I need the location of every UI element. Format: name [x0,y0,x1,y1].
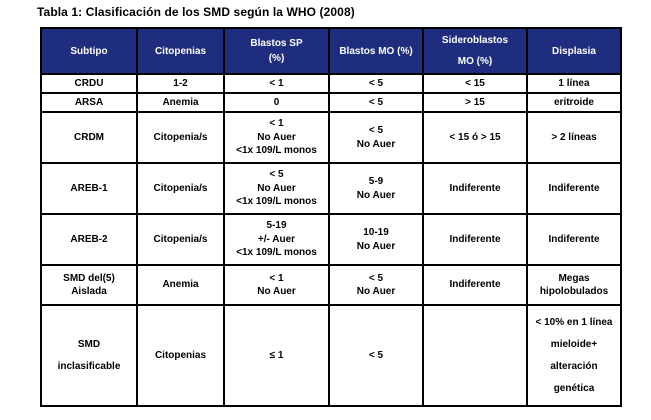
table-cell: Megas hipolobulados [526,264,622,306]
table-cell: < 5 [328,92,424,113]
table-cell: < 1 [223,73,330,94]
table-cell: 0 [223,92,330,113]
table-row: CRDM Citopenia/s < 1 No Auer <1x 109/L mon… [40,111,622,164]
table-cell: Indiferente [526,162,622,215]
table-cell [422,304,528,407]
table-row: SMD inclasificable Citopenias ≤ 1 < 5 < 10% … [40,304,622,407]
table-cell: 5-19 +/- Auer <1x 109/L monos [223,213,330,266]
table-cell: Indiferente [422,213,528,266]
table-cell: Indiferente [526,213,622,266]
table-cell: < 10% en 1 línea mieloide+ alteración ge… [526,304,622,407]
column-header: Displasia [526,27,622,75]
table-cell: < 5 [328,73,424,94]
column-header: Subtipo [40,27,138,75]
table-cell: AREB-2 [40,213,138,266]
table-cell: < 1 No Auer [223,264,330,306]
table-row: SMD del(5) Aislada Anemia < 1 No Auer < 5 N… [40,264,622,306]
table-cell: 10-19 No Auer [328,213,424,266]
table-cell: > 15 [422,92,528,113]
table-row: CRDU 1-2 < 1 < 5 < 15 1 línea [40,73,622,94]
table-row: ARSA Anemia 0 < 5 > 15 eritroide [40,92,622,113]
table-cell: < 5 No Auer [328,111,424,164]
table-cell: < 5 [328,304,424,407]
table-cell: < 1 No Auer <1x 109/L monos [223,111,330,164]
table-cell: Anemia [136,92,225,113]
header-row: Subtipo Citopenias Blastos SP (%) Blastos M… [40,27,622,75]
table-cell: < 5 No Auer [328,264,424,306]
table-cell: Citopenias [136,304,225,407]
table-cell: 1-2 [136,73,225,94]
column-header: Blastos MO (%) [328,27,424,75]
table-cell: < 5 No Auer <1x 109/L monos [223,162,330,215]
table-cell: AREB-1 [40,162,138,215]
table-cell: Anemia [136,264,225,306]
table-cell: Citopenia/s [136,111,225,164]
table-header: Subtipo Citopenias Blastos SP (%) Blastos M… [40,27,622,75]
table-cell: CRDM [40,111,138,164]
table-cell: 1 línea [526,73,622,94]
table-cell: ARSA [40,92,138,113]
table-row: AREB-2 Citopenia/s 5-19 +/- Auer <1x 109/L… [40,213,622,266]
table-cell: Citopenia/s [136,162,225,215]
table-cell: CRDU [40,73,138,94]
table-cell: Citopenia/s [136,213,225,266]
table-cell: < 15 ó > 15 [422,111,528,164]
table-cell: > 2 líneas [526,111,622,164]
table-cell: eritroide [526,92,622,113]
table-cell: ≤ 1 [223,304,330,407]
table-row: AREB-1 Citopenia/s < 5 No Auer <1x 109/L m… [40,162,622,215]
column-header: Blastos SP (%) [223,27,330,75]
table-cell: 5-9 No Auer [328,162,424,215]
table-caption: Tabla 1: Clasificación de los SMD según … [37,5,355,19]
table-body: CRDU 1-2 < 1 < 5 < 15 1 línea ARSA Anemia 0 < 5 > … [40,73,622,407]
column-header: Citopenias [136,27,225,75]
smd-classification-table: Subtipo Citopenias Blastos SP (%) Blastos M… [40,27,622,407]
table-cell: SMD inclasificable [40,304,138,407]
table-cell: < 15 [422,73,528,94]
table-cell: Indiferente [422,264,528,306]
table-cell: SMD del(5) Aislada [40,264,138,306]
table-cell: Indiferente [422,162,528,215]
column-header: Sideroblastos MO (%) [422,27,528,75]
